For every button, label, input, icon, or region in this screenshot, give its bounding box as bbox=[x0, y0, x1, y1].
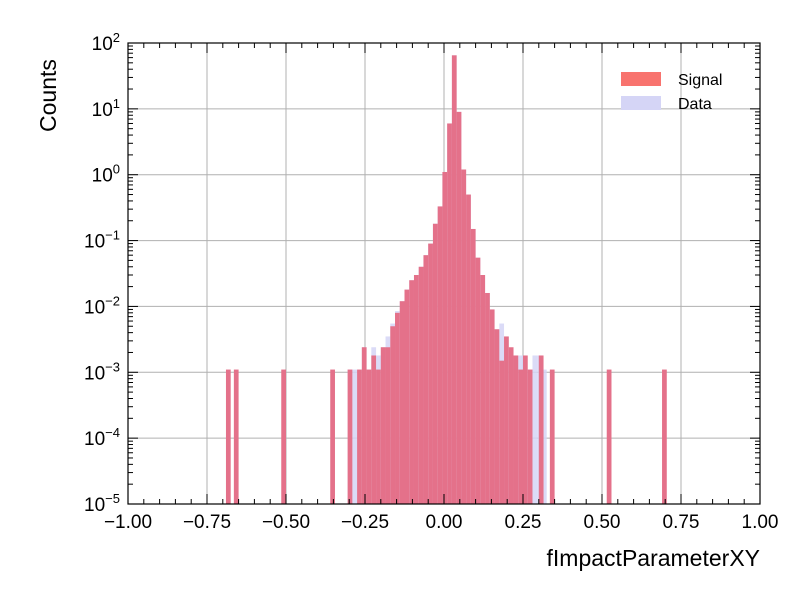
y-tick-base: 10 bbox=[92, 100, 113, 121]
signal-bar bbox=[399, 301, 405, 504]
y-tick-base: 10 bbox=[92, 166, 113, 187]
signal-bar bbox=[461, 169, 467, 504]
y-tick-label: 101 bbox=[92, 96, 120, 121]
x-axis-title: fImpactParameterXY bbox=[547, 545, 760, 571]
signal-bar bbox=[538, 355, 544, 504]
y-tick-exponent: −3 bbox=[105, 359, 120, 374]
y-tick-base: 10 bbox=[84, 232, 105, 253]
y-tick-base: 10 bbox=[92, 34, 113, 55]
y-tick-label: 10−3 bbox=[84, 359, 120, 384]
signal-bar bbox=[385, 347, 391, 504]
signal-bar bbox=[442, 171, 448, 504]
signal-bar bbox=[380, 347, 386, 504]
y-tick-exponent: −5 bbox=[105, 491, 120, 506]
signal-bar bbox=[451, 55, 457, 505]
x-tick-label: 0.75 bbox=[663, 512, 700, 533]
data-bar bbox=[532, 355, 538, 504]
legend: Signal Data bbox=[621, 72, 722, 113]
plot-frame bbox=[127, 42, 761, 505]
y-tick-label: 10−5 bbox=[84, 491, 120, 516]
signal-bar bbox=[330, 369, 335, 504]
legend-swatch-data bbox=[621, 96, 661, 110]
x-tick-label: −0.25 bbox=[341, 512, 389, 533]
y-tick-exponent: −1 bbox=[105, 228, 120, 243]
x-tick-label: 0.25 bbox=[505, 512, 542, 533]
signal-bar bbox=[508, 347, 514, 504]
signal-bar bbox=[409, 280, 414, 504]
signal-bar bbox=[662, 369, 667, 504]
signal-bar bbox=[504, 336, 509, 504]
signal-bar bbox=[357, 369, 362, 504]
signal-bar bbox=[418, 266, 424, 504]
signal-bar bbox=[549, 369, 555, 504]
y-tick-label: 100 bbox=[92, 162, 120, 187]
y-tick-base: 10 bbox=[84, 363, 105, 384]
signal-bar bbox=[225, 369, 231, 504]
x-tick-label: 1.00 bbox=[742, 512, 779, 533]
signal-bar bbox=[371, 355, 377, 504]
signal-bar bbox=[499, 360, 505, 504]
legend-label-signal: Signal bbox=[678, 72, 722, 89]
x-tick-label: 0.00 bbox=[426, 512, 463, 533]
signal-bar bbox=[361, 347, 367, 504]
x-tick-label: −0.50 bbox=[262, 512, 310, 533]
y-tick-base: 10 bbox=[84, 297, 105, 318]
y-tick-exponent: 0 bbox=[113, 162, 120, 177]
signal-bar bbox=[523, 355, 528, 504]
signal-bar bbox=[437, 206, 443, 504]
histogram-bars bbox=[225, 55, 667, 505]
y-tick-base: 10 bbox=[84, 495, 105, 516]
signal-bar bbox=[395, 312, 400, 504]
signal-bar bbox=[466, 194, 471, 505]
tick-labels: −1.00 −0.75 −0.50 −0.25 0.00 0.25 0.50 0.75 1.00… bbox=[84, 30, 778, 533]
y-tick-base: 10 bbox=[84, 429, 105, 450]
signal-bar bbox=[475, 257, 481, 504]
y-axis-title: Counts bbox=[35, 59, 61, 132]
signal-bar bbox=[470, 228, 476, 505]
signal-bar bbox=[281, 369, 286, 504]
x-tick-label: 0.50 bbox=[584, 512, 621, 533]
signal-bar bbox=[366, 369, 372, 504]
signal-bar bbox=[485, 292, 490, 504]
signal-bar bbox=[527, 369, 533, 504]
signal-bar bbox=[413, 275, 419, 504]
y-tick-label: 10−4 bbox=[84, 425, 120, 450]
x-tick-label: −0.75 bbox=[183, 512, 231, 533]
legend-label-data: Data bbox=[678, 96, 712, 113]
data-bar bbox=[352, 369, 358, 504]
signal-bar bbox=[480, 275, 486, 504]
y-tick-label: 10−1 bbox=[84, 228, 120, 253]
signal-bar bbox=[447, 123, 452, 504]
signal-bar bbox=[233, 369, 239, 504]
y-tick-exponent: −2 bbox=[105, 293, 120, 308]
signal-bar bbox=[428, 243, 433, 504]
signal-bar bbox=[606, 369, 612, 504]
y-tick-exponent: 1 bbox=[113, 96, 120, 111]
data-bar bbox=[541, 369, 547, 504]
signal-bar bbox=[423, 255, 429, 504]
signal-bar bbox=[376, 369, 381, 504]
x-tick-label: −1.00 bbox=[104, 512, 152, 533]
signal-bar bbox=[489, 309, 495, 504]
signal-bar bbox=[390, 326, 396, 504]
signal-bar bbox=[513, 355, 519, 504]
axis-ticks bbox=[127, 42, 761, 505]
y-tick-exponent: −4 bbox=[105, 425, 120, 440]
y-tick-label: 102 bbox=[92, 30, 120, 55]
signal-bar bbox=[518, 369, 523, 504]
signal-bar bbox=[404, 289, 410, 504]
signal-bar bbox=[432, 223, 438, 504]
y-tick-label: 10−2 bbox=[84, 293, 120, 318]
legend-swatch-signal bbox=[621, 72, 661, 86]
signal-bar bbox=[494, 329, 500, 504]
y-tick-exponent: 2 bbox=[113, 30, 120, 45]
signal-bar bbox=[347, 369, 353, 504]
signal-bar bbox=[456, 111, 462, 504]
